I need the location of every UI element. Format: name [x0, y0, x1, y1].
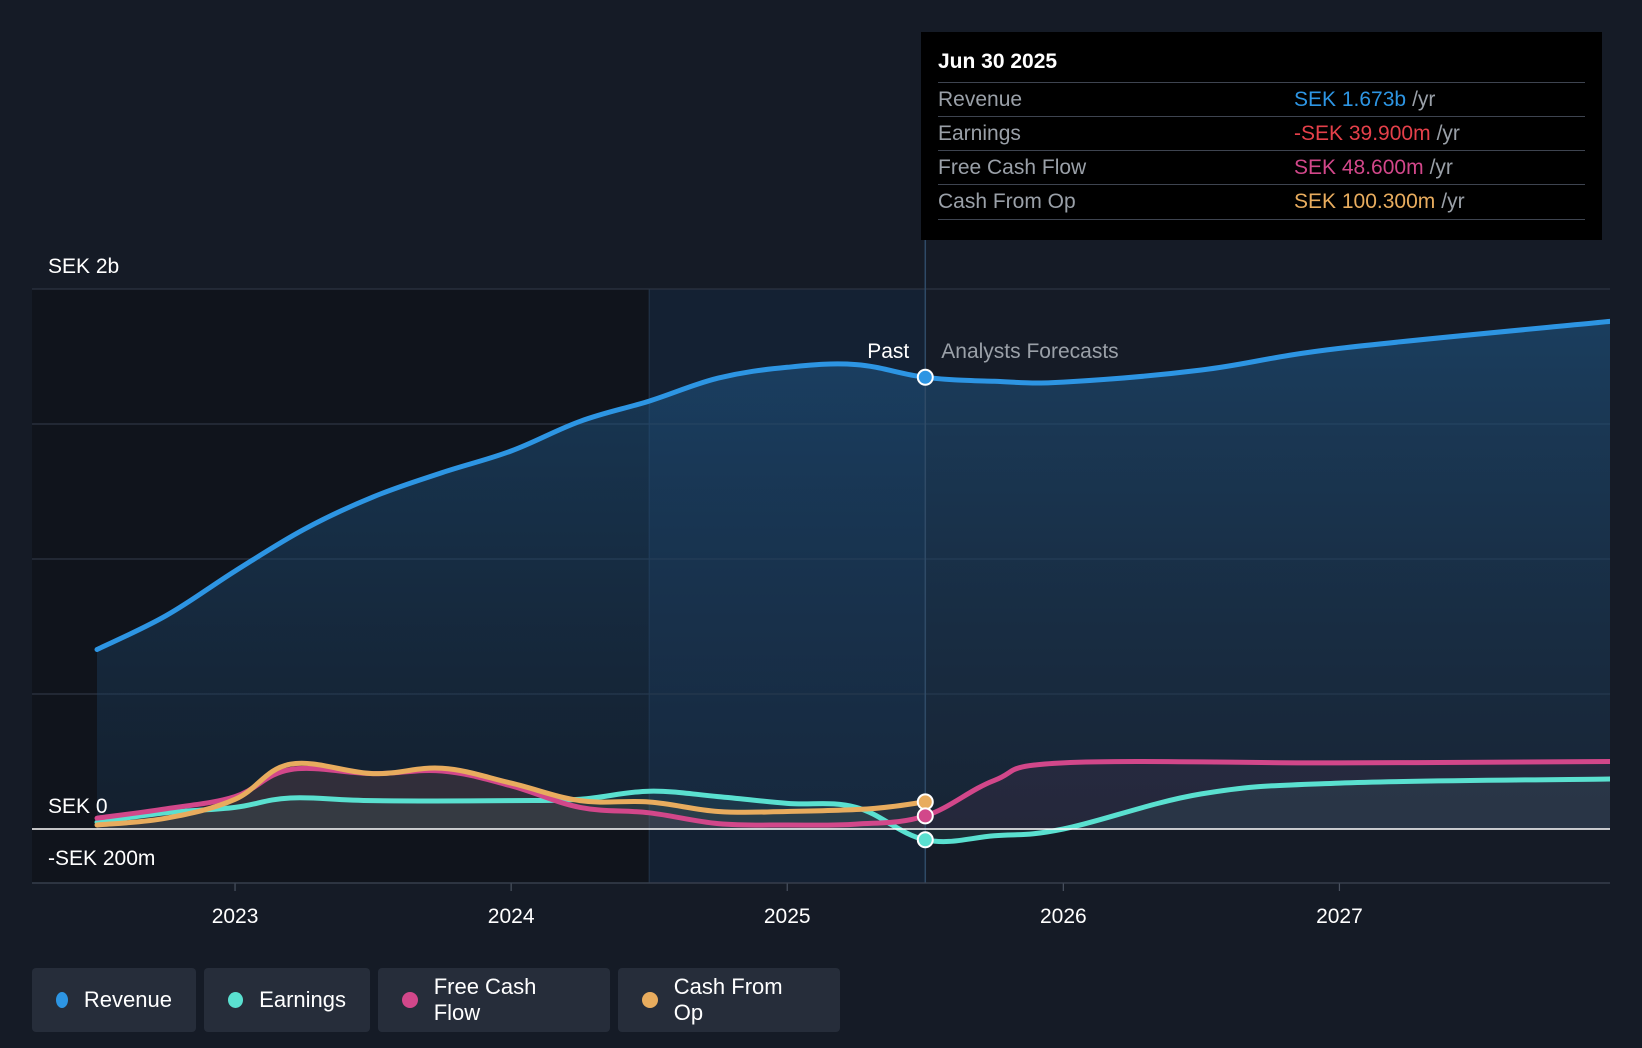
legend-item-earnings[interactable]: Earnings [204, 968, 370, 1032]
y-tick-label: SEK 0 [48, 795, 108, 818]
cfo-line [94, 760, 928, 828]
legend-dot-icon [56, 992, 68, 1008]
tooltip-value-wrap: SEK 100.300m/yr [1294, 185, 1465, 218]
tooltip-label: Revenue [938, 88, 1023, 111]
past-label: Past [867, 340, 909, 363]
tooltip-unit: /yr [1436, 122, 1460, 145]
fcf-marker [916, 807, 934, 825]
y-tick-label: -SEK 200m [48, 847, 155, 870]
y-tick-label: SEK 2b [48, 255, 119, 278]
legend-label: Earnings [259, 987, 346, 1012]
tooltip-value: SEK 48.600m [1294, 156, 1424, 179]
tooltip-label: Earnings [938, 122, 1021, 145]
x-tick-label: 2025 [764, 905, 811, 928]
legend-label: Free Cash Flow [433, 974, 537, 1025]
earnings-marker [916, 831, 934, 849]
x-tick-label: 2026 [1040, 905, 1087, 928]
legend-dot-icon [642, 992, 658, 1008]
legend-dot-icon [402, 992, 418, 1008]
legend-item-cash-from-op[interactable]: Cash From Op [618, 968, 840, 1032]
x-tick-label: 2027 [1316, 905, 1363, 928]
x-tick-label: 2023 [212, 905, 259, 928]
revenue-marker [916, 368, 934, 386]
revenue-area [97, 321, 1610, 829]
tooltip-value: SEK 1.673b [1294, 88, 1407, 111]
tooltip-value: -SEK 39.900m [1294, 122, 1431, 145]
tooltip-unit: /yr [1441, 190, 1465, 213]
revenue-line [94, 318, 1610, 652]
tooltip-row-fcf: Free Cash Flow SEK 48.600m/yr [938, 150, 1585, 185]
forecast-label: Analysts Forecasts [941, 340, 1118, 363]
tooltip-date: Jun 30 2025 [938, 50, 1058, 73]
tooltip-value: SEK 100.300m [1294, 190, 1436, 213]
fcf-line [94, 759, 1610, 828]
tooltip-value-wrap: SEK 1.673b/yr [1294, 83, 1435, 116]
tooltip-label: Free Cash Flow [938, 156, 1087, 179]
tooltip-row-revenue: Revenue SEK 1.673b/yr [938, 82, 1585, 117]
tooltip-unit: /yr [1429, 156, 1453, 179]
tooltip-label: Cash From Op [938, 190, 1076, 213]
tooltip-row-cfo: Cash From Op SEK 100.300m/yr [938, 184, 1585, 220]
tooltip-unit: /yr [1412, 88, 1436, 111]
legend-item-revenue[interactable]: Revenue [32, 968, 196, 1032]
tooltip: Jun 30 2025 Revenue SEK 1.673b/yr Earnin… [921, 32, 1602, 240]
legend-label: Revenue [83, 987, 172, 1012]
earnings-line [94, 776, 1610, 845]
legend-item-free-cash-flow[interactable]: Free Cash Flow [378, 968, 610, 1032]
tooltip-value-wrap: SEK 48.600m/yr [1294, 151, 1453, 184]
legend-label: Cash From Op [673, 974, 783, 1025]
tooltip-value-wrap: -SEK 39.900m/yr [1294, 117, 1460, 150]
legend-dot-icon [228, 992, 244, 1008]
tooltip-row-earnings: Earnings -SEK 39.900m/yr [938, 116, 1585, 151]
cfo-marker [916, 793, 934, 811]
x-tick-label: 2024 [488, 905, 535, 928]
